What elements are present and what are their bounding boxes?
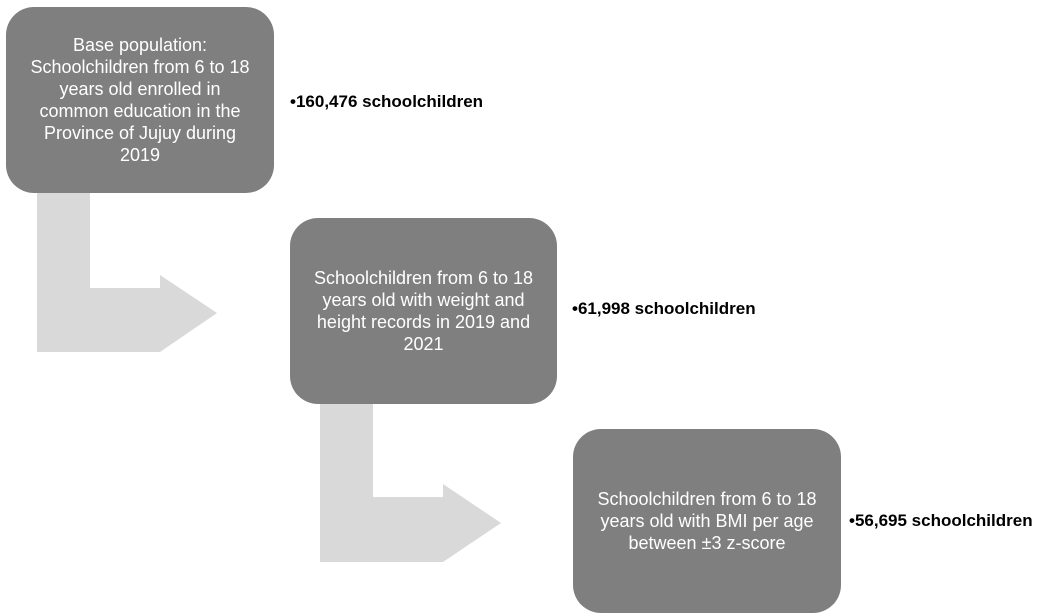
flow-step-1-box: Base population: Schoolchildren from 6 t… (6, 7, 274, 193)
flow-step-2-count: •61,998 schoolchildren (572, 299, 756, 318)
flow-step-2-text: Schoolchildren from 6 to 18 years old wi… (313, 268, 534, 354)
flow-step-1-text: Base population: Schoolchildren from 6 t… (30, 35, 250, 165)
bent-arrow-2 (320, 404, 501, 562)
flow-step-3-text: Schoolchildren from 6 to 18 years old wi… (597, 489, 817, 553)
flow-step-2-box: Schoolchildren from 6 to 18 years old wi… (290, 218, 557, 404)
flow-step-1-count: •160,476 schoolchildren (290, 92, 484, 111)
bent-arrow-1 (37, 193, 217, 352)
flow-step-3-box: Schoolchildren from 6 to 18 years old wi… (573, 429, 841, 613)
flow-step-3-count: •56,695 schoolchildren (849, 511, 1033, 530)
